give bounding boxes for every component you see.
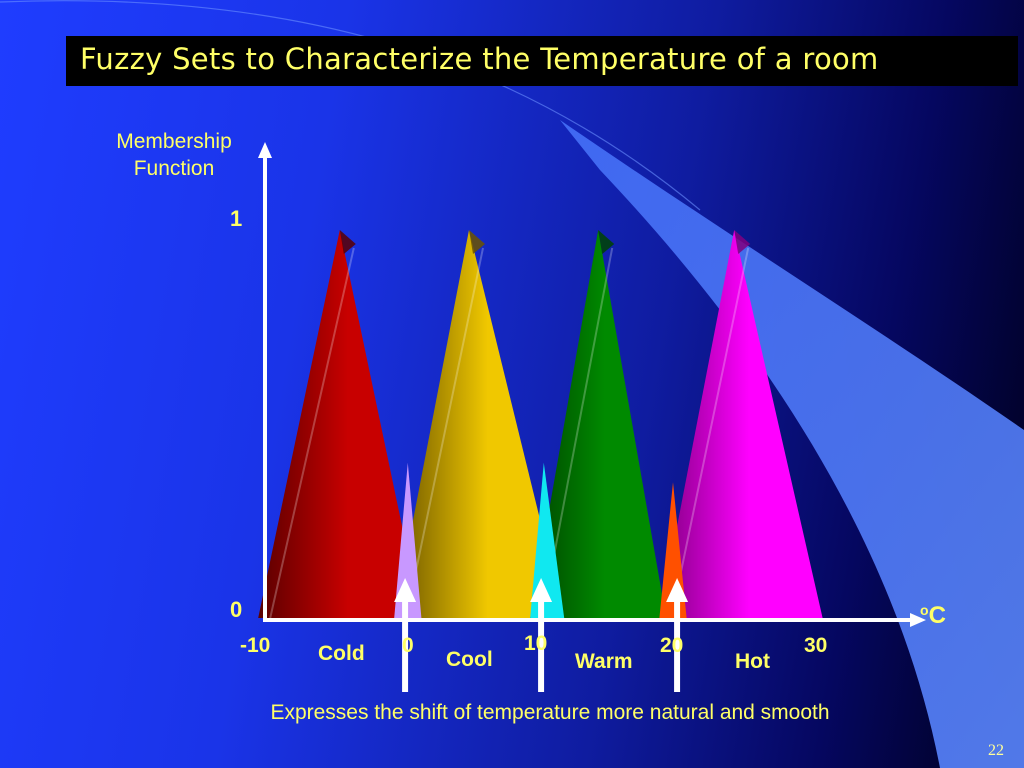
membership-hot — [659, 230, 823, 618]
membership-cold-apex — [339, 230, 356, 254]
background-swoosh — [560, 120, 1024, 768]
membership-hot-apex — [734, 230, 751, 254]
set-label-warm: Warm — [575, 650, 633, 673]
unit-letter: C — [928, 602, 946, 629]
x-tick-label-20: 20 — [660, 634, 684, 657]
set-label-cold: Cold — [318, 642, 365, 665]
x-axis-unit-label: oC — [920, 602, 946, 630]
set-label-hot: Hot — [735, 650, 770, 673]
membership-cold — [258, 230, 422, 618]
title-bar: Fuzzy Sets to Characterize the Temperatu… — [66, 36, 1018, 86]
x-tick-label-0: 0 — [402, 634, 414, 657]
y-axis-arrowhead — [258, 142, 272, 158]
y-axis-label: Membership Function — [96, 128, 252, 182]
y-tick-label-1: 1 — [230, 206, 243, 231]
membership-warm-apex — [598, 230, 615, 254]
page-number: 22 — [988, 742, 1004, 759]
y-axis-label-line2: Function — [133, 157, 215, 180]
slide-title: Fuzzy Sets to Characterize the Temperatu… — [80, 42, 879, 76]
overlap-arrow-head — [666, 578, 689, 602]
overlap-arrow-3 — [666, 578, 689, 692]
membership-cool-apex — [469, 230, 485, 254]
x-tick-label-10: 10 — [524, 632, 548, 655]
y-tick-label-0: 0 — [230, 597, 243, 622]
x-tick-label-minus10: -10 — [240, 634, 271, 657]
degree-symbol: o — [920, 602, 929, 618]
overlap-region-1 — [394, 462, 422, 618]
x-tick-label-30: 30 — [804, 634, 828, 657]
membership-cool-edge — [405, 247, 484, 619]
overlap-arrow-head — [530, 578, 553, 602]
overlap-region-2 — [530, 462, 565, 618]
membership-warm — [530, 230, 667, 618]
overlap-arrow-1 — [394, 578, 417, 692]
x-axis-arrowhead — [910, 613, 926, 627]
membership-cool — [394, 230, 565, 618]
overlap-arrow-2 — [530, 578, 553, 692]
membership-hot-edge — [670, 247, 750, 619]
y-axis-label-line1: Membership — [116, 130, 232, 153]
set-label-cool: Cool — [446, 648, 493, 671]
slide-caption: Expresses the shift of temperature more … — [270, 701, 830, 724]
membership-cold-edge — [269, 247, 355, 619]
overlap-arrow-head — [394, 578, 417, 602]
